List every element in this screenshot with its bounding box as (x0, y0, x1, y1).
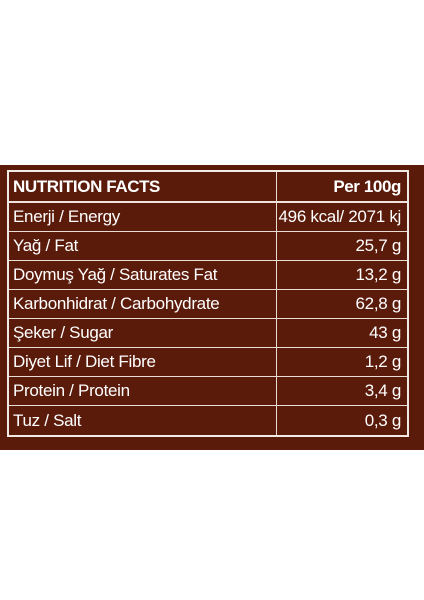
table-row-protein: Protein / Protein 3,4 g (9, 377, 407, 406)
table-row-fibre: Diyet Lif / Diet Fibre 1,2 g (9, 348, 407, 377)
per-100g-header: Per 100g (333, 176, 401, 196)
row-label: Doymuş Yağ / Saturates Fat (9, 261, 277, 289)
row-label: Yağ / Fat (9, 232, 277, 260)
nutrition-facts-table: NUTRITION FACTS Per 100g Enerji / Energy… (7, 170, 409, 437)
row-label: Karbonhidrat / Carbohydrate (9, 290, 277, 318)
row-value: 25,7 g (355, 236, 402, 255)
table-row-carbohydrate: Karbonhidrat / Carbohydrate 62,8 g (9, 290, 407, 319)
row-value: 1,2 g (364, 352, 402, 371)
row-label: Şeker / Sugar (9, 319, 277, 347)
table-row-energy: Enerji / Energy 496 kcal/ 2071 kj (9, 203, 407, 232)
table-row-saturates: Doymuş Yağ / Saturates Fat 13,2 g (9, 261, 407, 290)
nutrition-facts-title: NUTRITION FACTS (9, 172, 277, 201)
row-value: 13,2 g (355, 265, 402, 284)
row-value: 496 kcal/ 2071 kj (278, 207, 402, 226)
row-value: 0,3 g (364, 410, 402, 430)
table-row-fat: Yağ / Fat 25,7 g (9, 232, 407, 261)
row-label: Tuz / Salt (9, 406, 277, 435)
table-row-salt: Tuz / Salt 0,3 g (9, 406, 407, 435)
row-value: 3,4 g (364, 381, 402, 400)
row-label: Diyet Lif / Diet Fibre (9, 348, 277, 376)
table-header-row: NUTRITION FACTS Per 100g (9, 172, 407, 203)
row-value: 43 g (369, 323, 401, 342)
table-row-sugar: Şeker / Sugar 43 g (9, 319, 407, 348)
row-label: Protein / Protein (9, 377, 277, 405)
row-label: Enerji / Energy (9, 203, 277, 231)
nutrition-panel: NUTRITION FACTS Per 100g Enerji / Energy… (0, 165, 424, 450)
row-value: 62,8 g (355, 294, 402, 313)
